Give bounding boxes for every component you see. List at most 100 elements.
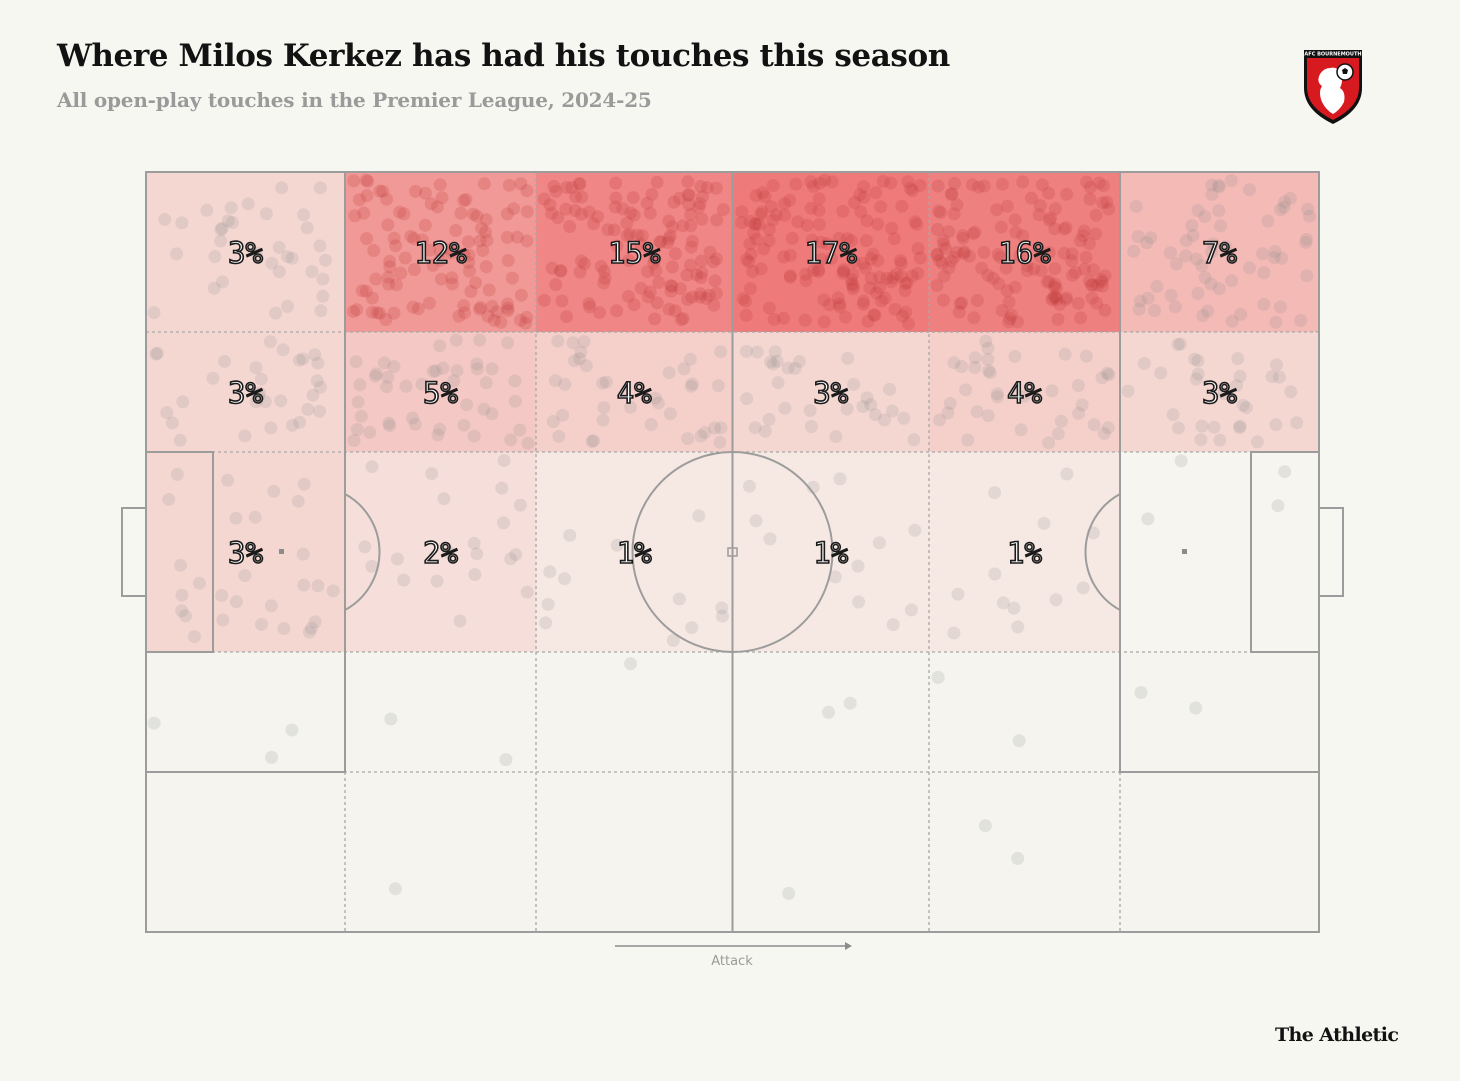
touch-dot (804, 175, 818, 189)
touch-dot (1278, 195, 1292, 209)
touch-dot (399, 379, 413, 393)
touch-dot (418, 186, 432, 200)
touch-dot (313, 404, 326, 418)
touch-dot (548, 374, 562, 388)
centre-circle (631, 451, 834, 653)
touch-dot (739, 294, 753, 308)
touch-dot (622, 254, 636, 268)
touch-dot (814, 235, 828, 249)
touch-dot (500, 207, 514, 221)
touch-dot (694, 429, 708, 443)
touch-dot (692, 509, 706, 523)
touch-dot (673, 191, 687, 205)
touch-dot (1045, 384, 1059, 398)
touch-dot (832, 297, 846, 311)
touch-dot (457, 418, 471, 432)
touch-dot (1060, 187, 1074, 201)
touch-dot (680, 268, 694, 282)
touch-dot (1154, 366, 1168, 380)
touch-dot (684, 240, 698, 254)
touch-dot (681, 188, 695, 202)
touch-dot (296, 352, 310, 366)
touch-dot (1047, 280, 1061, 294)
touch-dot (285, 418, 299, 432)
touch-dot (936, 233, 950, 247)
touch-dot (748, 421, 762, 435)
touch-dots (147, 173, 1316, 900)
touch-dot (1265, 370, 1279, 384)
touch-dot (1275, 251, 1289, 265)
zone-percentage-label: 3% (228, 376, 263, 410)
touch-dot (1058, 347, 1072, 361)
touch-dot (1057, 222, 1071, 236)
touch-dot (1087, 418, 1101, 432)
touch-dot (968, 225, 982, 239)
touch-dot (885, 221, 899, 235)
touch-dot (1035, 178, 1049, 192)
touch-dot (433, 422, 447, 436)
touch-dot (685, 290, 699, 304)
touch-dot (870, 286, 884, 300)
touch-dot (429, 364, 443, 378)
touch-dot (1092, 176, 1106, 190)
touch-dot (756, 186, 770, 200)
touch-dot (792, 355, 806, 368)
touch-dot (464, 285, 478, 298)
touch-dot (1083, 180, 1097, 194)
touch-dot (579, 359, 593, 373)
touch-dot (952, 305, 966, 319)
touch-dot (868, 308, 882, 322)
touch-dot (521, 436, 535, 450)
touch-dot (799, 274, 813, 288)
right-penalty-arc (1084, 493, 1121, 611)
touch-dot (560, 310, 574, 324)
touch-dot (265, 750, 279, 764)
heatmap-cell (536, 652, 733, 772)
touch-dot (840, 232, 854, 246)
touch-dot (895, 199, 909, 213)
touch-dot (1278, 465, 1292, 479)
zone-percentage-label: 1% (617, 536, 652, 570)
touch-dot (433, 178, 447, 192)
touch-dot (1080, 175, 1094, 189)
touch-dot (1048, 277, 1062, 291)
touch-dot (275, 181, 289, 195)
touch-dot (1277, 200, 1291, 214)
touch-dot (173, 433, 187, 447)
touch-dot (350, 303, 364, 317)
touch-dot (972, 180, 986, 194)
touch-dot (857, 190, 871, 204)
touch-dot (1089, 227, 1103, 241)
touch-dot (822, 705, 835, 719)
touch-dot (1008, 280, 1022, 294)
touch-dot (1076, 581, 1090, 595)
touch-dot (1196, 309, 1210, 322)
touch-dot (382, 416, 396, 430)
touch-dot (950, 198, 964, 212)
touch-dot (215, 221, 229, 235)
touch-dot (560, 181, 574, 194)
heatmap-cell (732, 652, 929, 772)
heatmap-cell (536, 332, 733, 452)
touch-dot (981, 409, 995, 423)
touch-dot (311, 356, 325, 370)
touch-dot (694, 271, 708, 285)
touch-dot (381, 370, 395, 384)
touch-dot (693, 290, 707, 304)
touch-dot (906, 184, 920, 197)
touch-dot (622, 289, 635, 303)
touch-dot (735, 216, 748, 230)
touch-dot (748, 217, 762, 231)
touch-dot (783, 269, 797, 283)
zone-percentage-label: 16% (998, 236, 1050, 270)
touch-dot (572, 176, 586, 190)
touch-dot (409, 184, 423, 198)
touch-dot (1013, 249, 1027, 263)
touch-dot (1050, 292, 1064, 306)
heatmap-cell (345, 172, 536, 332)
touch-dot (812, 217, 826, 231)
touch-dot (1085, 291, 1099, 305)
touch-dot (574, 207, 588, 221)
touch-dot (369, 367, 383, 381)
touch-dot (445, 271, 459, 285)
